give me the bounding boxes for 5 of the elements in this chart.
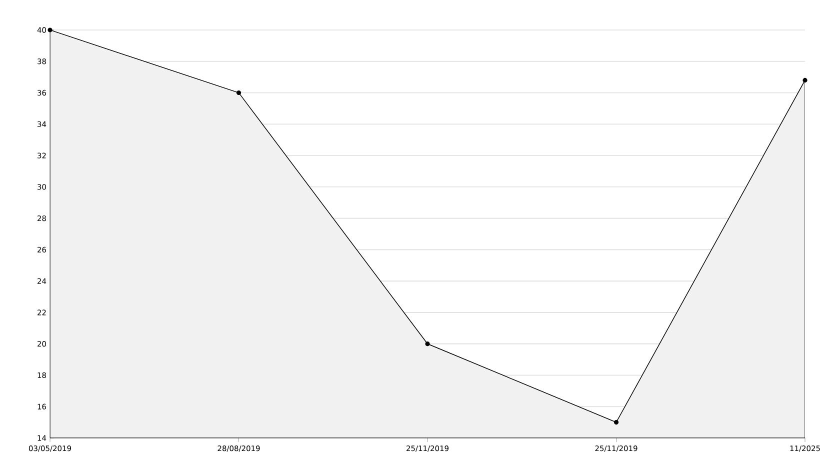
point	[236, 90, 242, 96]
point	[802, 78, 808, 82]
point	[614, 420, 619, 425]
point	[425, 342, 430, 346]
point	[48, 28, 52, 32]
